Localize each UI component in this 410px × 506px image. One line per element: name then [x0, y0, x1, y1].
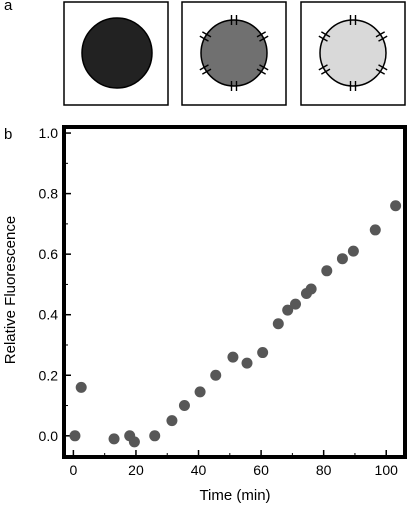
pore-mark	[375, 68, 386, 75]
data-point	[210, 369, 222, 381]
cell-circle-leaked	[319, 19, 387, 87]
y-axis-ticks: 0.0 0.2 0.4 0.6 0.8 1.0	[39, 125, 71, 444]
data-point	[75, 381, 87, 393]
pore-mark	[199, 35, 209, 42]
plot-frame	[62, 125, 407, 459]
data-point	[194, 386, 206, 398]
pore-mark	[320, 68, 331, 75]
x-tick-label: 40	[191, 462, 207, 478]
data-point	[282, 304, 294, 316]
pore-mark	[375, 31, 386, 38]
x-axis-ticks: 0 20 40 60 80 100	[69, 450, 398, 478]
y-tick-label: 0.0	[39, 428, 59, 444]
data-point	[227, 351, 239, 363]
x-tick-label: 100	[375, 462, 399, 478]
pore-mark	[201, 68, 212, 75]
y-tick-label: 1.0	[39, 125, 59, 141]
data-point	[369, 224, 381, 236]
data-point	[390, 200, 402, 212]
pore-marks-cell-3	[318, 15, 388, 91]
data-points	[69, 200, 402, 448]
plot-area: 0.0 0.2 0.4 0.6 0.8 1.0 0 20 40 60 80 100	[39, 125, 407, 478]
x-tick-label: 0	[69, 462, 77, 478]
data-point	[128, 436, 140, 448]
y-axis-title: Relative Fluorescence	[2, 216, 19, 364]
y-tick-label: 0.2	[39, 367, 59, 383]
cell-circle-intact	[81, 17, 153, 89]
y-tick-label: 0.4	[39, 307, 59, 323]
pore-marks-cell-2	[199, 15, 269, 91]
pore-mark	[259, 35, 269, 42]
data-point	[178, 400, 190, 412]
pore-mark	[318, 35, 328, 42]
panel-label-a: a	[4, 0, 13, 14]
pore-mark	[259, 64, 269, 71]
panel-label-b: b	[4, 126, 13, 143]
pore-mark	[378, 64, 388, 71]
data-point	[257, 347, 269, 359]
schematic-panel	[63, 1, 406, 106]
pore-mark	[256, 68, 267, 75]
pore-mark	[318, 64, 328, 71]
data-point	[149, 430, 161, 442]
data-point	[69, 430, 81, 442]
x-tick-label: 20	[128, 462, 144, 478]
data-point	[336, 253, 348, 265]
pore-mark	[378, 35, 388, 42]
pore-mark	[256, 31, 267, 38]
data-point	[321, 265, 333, 277]
data-point	[305, 283, 317, 295]
x-axis-title: Time (min)	[199, 487, 270, 504]
data-point	[166, 415, 178, 427]
pore-mark	[320, 31, 331, 38]
data-point	[241, 357, 253, 369]
cell-circle-porated	[200, 19, 268, 87]
data-point	[272, 318, 284, 330]
y-tick-label: 0.6	[39, 246, 59, 262]
data-point	[290, 298, 302, 310]
x-tick-label: 80	[316, 462, 332, 478]
x-tick-label: 60	[253, 462, 269, 478]
y-tick-label: 0.8	[39, 186, 59, 202]
pore-mark	[201, 31, 212, 38]
data-point	[108, 433, 120, 445]
data-point	[347, 245, 359, 257]
pore-mark	[199, 64, 209, 71]
